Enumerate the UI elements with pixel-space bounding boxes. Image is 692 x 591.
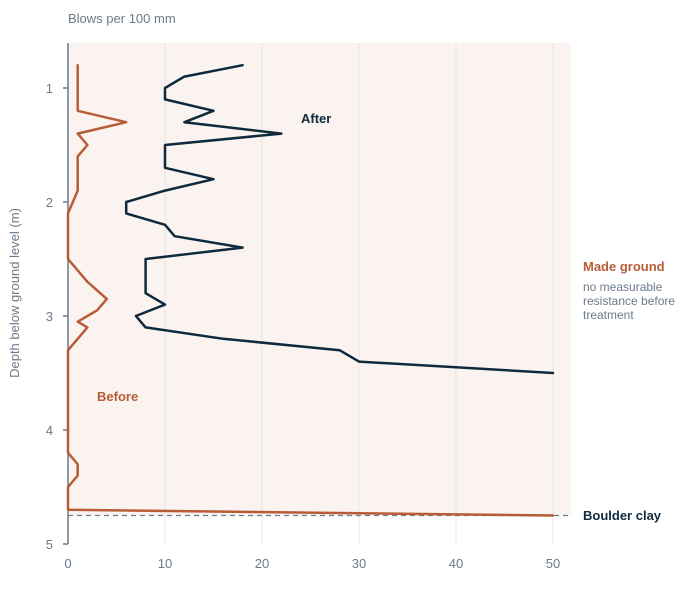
x-axis-title: Blows per 100 mm (68, 11, 176, 26)
series-before-label: Before (97, 389, 138, 404)
series-before-line (66, 63, 555, 517)
made-ground-note-line-1: no measurable (583, 280, 663, 294)
y-axis-title: Depth below ground level (m) (7, 208, 22, 378)
x-tick-label-0: 0 (64, 556, 71, 571)
made-ground-note-line-3: treatment (583, 308, 634, 322)
boulder-clay-label: Boulder clay (583, 508, 662, 523)
x-axis-ticks: 0 10 20 30 40 50 (64, 556, 560, 571)
made-ground-zone (68, 43, 571, 516)
x-tick-label-20: 20 (255, 556, 269, 571)
series-after-label: After (301, 111, 331, 126)
y-tick-label-4: 4 (46, 423, 53, 438)
x-tick-label-50: 50 (546, 556, 560, 571)
made-ground-label: Made ground (583, 259, 665, 274)
x-tick-label-10: 10 (158, 556, 172, 571)
y-tick-label-5: 5 (46, 537, 53, 552)
x-tick-label-40: 40 (449, 556, 463, 571)
grid-lines (164, 43, 554, 544)
series-after-line (124, 63, 555, 375)
y-tick-label-1: 1 (46, 81, 53, 96)
x-tick-label-30: 30 (352, 556, 366, 571)
made-ground-note-line-2: resistance before (583, 294, 675, 308)
y-axis-ticks: 1 2 3 4 5 (46, 81, 68, 552)
y-tick-label-3: 3 (46, 309, 53, 324)
y-tick-label-2: 2 (46, 195, 53, 210)
